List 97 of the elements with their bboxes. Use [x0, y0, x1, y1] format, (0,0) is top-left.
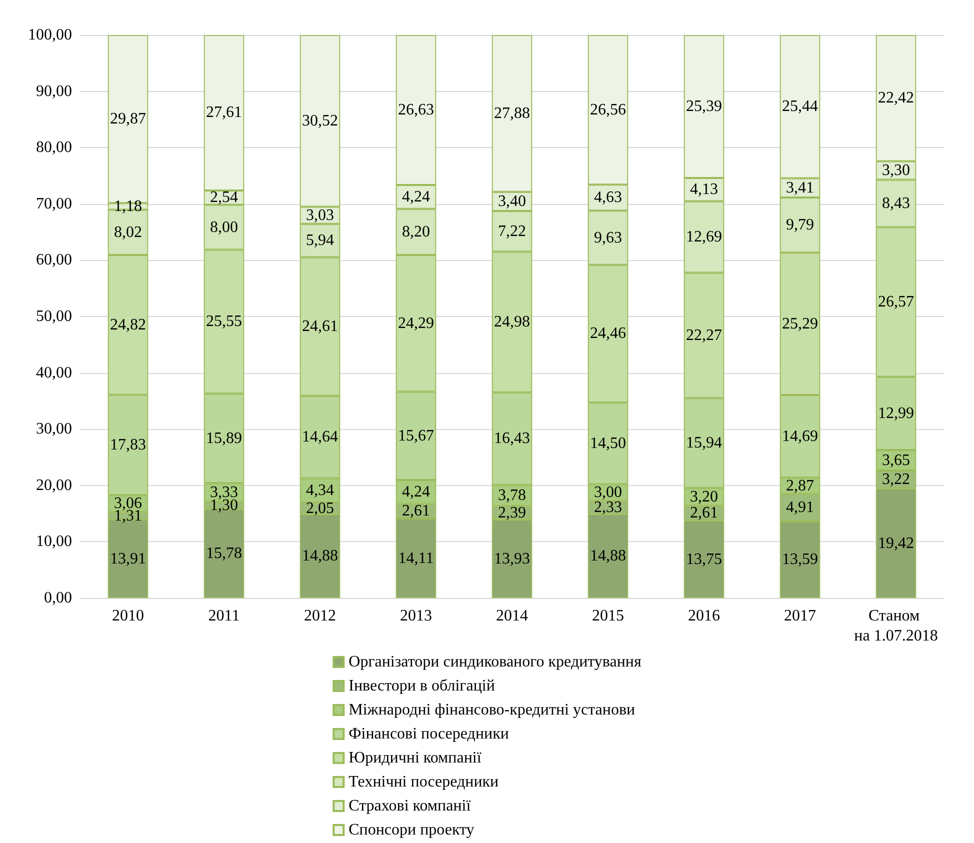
data-label: 3,22 [882, 471, 910, 488]
y-tick-label: 50,00 [36, 308, 72, 325]
data-label: 3,41 [786, 179, 814, 196]
legend-label: Спонсори проекту [348, 822, 474, 838]
data-label: 2,61 [690, 504, 718, 522]
data-label: 8,02 [114, 224, 142, 241]
data-label: 30,52 [302, 112, 338, 130]
data-label: 3,33 [210, 484, 238, 501]
data-label: 12,69 [686, 228, 722, 246]
data-label: 3,65 [882, 452, 910, 469]
data-label: 27,88 [494, 104, 530, 122]
data-label: 13,93 [494, 550, 530, 568]
y-tick-label: 40,00 [36, 364, 72, 382]
data-label: 24,82 [110, 316, 146, 334]
y-tick-label: 10,00 [36, 533, 72, 550]
data-label: 3,20 [690, 488, 718, 506]
x-tick-label: 2015 [592, 608, 624, 624]
data-label: 14,64 [302, 428, 338, 446]
data-label: 4,24 [402, 188, 430, 206]
data-label: 9,63 [594, 229, 622, 246]
data-label: 2,05 [306, 500, 334, 517]
data-label: 4,91 [786, 499, 814, 516]
data-label: 26,56 [590, 101, 626, 118]
data-label: 2,87 [786, 477, 814, 494]
y-tick-label: 100,00 [28, 26, 72, 44]
data-label: 3,78 [498, 486, 526, 504]
legend-label: Фінансові посередники [348, 726, 510, 742]
legend-label: Організатори синдикованого кредитування [348, 654, 642, 670]
data-label: 24,61 [302, 318, 338, 336]
data-label: 13,75 [686, 550, 722, 568]
data-label: 12,99 [878, 404, 914, 422]
data-label: 4,34 [306, 482, 334, 499]
y-tick-label: 0,00 [44, 590, 72, 606]
legend-label: Технічні посередники [348, 774, 500, 790]
x-tick-label: 2010 [112, 608, 144, 624]
x-tick-label: 2011 [208, 608, 240, 624]
legend-label: Інвестори в облігацій [348, 678, 496, 694]
data-label: 14,50 [590, 434, 626, 452]
legend-label: Юридичні компанії [348, 750, 482, 766]
data-label: 14,11 [398, 550, 434, 567]
data-label: 27,61 [206, 104, 242, 122]
y-tick-label: 80,00 [36, 139, 72, 156]
x-tick-label: Станом на 1.07.2018 [854, 608, 938, 644]
data-label: 25,39 [686, 98, 722, 116]
data-label: 2,61 [402, 502, 430, 520]
data-label: 3,40 [498, 192, 526, 210]
data-label: 5,94 [306, 232, 334, 250]
legend-label: Міжнародні фінансово-кредитні установи [348, 702, 636, 718]
data-label: 2,54 [210, 189, 238, 206]
y-tick-label: 70,00 [36, 195, 72, 212]
data-label: 29,87 [110, 110, 146, 128]
data-label: 9,79 [786, 216, 814, 234]
y-tick-label: 20,00 [36, 476, 72, 494]
data-label: 24,98 [494, 314, 530, 331]
data-label: 15,89 [206, 430, 242, 447]
data-label: 22,27 [686, 326, 722, 344]
data-label: 25,55 [206, 313, 242, 330]
data-label: 14,88 [302, 548, 338, 565]
data-label: 25,44 [782, 98, 818, 116]
data-label: 15,78 [206, 545, 242, 562]
data-label: 13,59 [782, 551, 818, 568]
data-label: 16,43 [494, 430, 530, 448]
data-label: 26,57 [878, 294, 914, 311]
data-label: 7,22 [498, 222, 526, 240]
y-tick-label: 90,00 [36, 82, 72, 100]
data-label: 8,00 [210, 218, 238, 236]
x-tick-label: 2017 [784, 608, 816, 624]
data-label: 14,88 [590, 548, 626, 565]
data-label: 25,29 [782, 315, 818, 332]
data-label: 15,94 [686, 434, 722, 452]
data-label: 4,63 [594, 189, 622, 206]
data-label: 24,46 [590, 325, 626, 342]
data-label: 2,33 [594, 499, 622, 516]
data-label: 22,42 [878, 90, 914, 107]
data-label: 4,13 [690, 181, 718, 198]
legend-label: Страхові компанії [348, 798, 472, 814]
data-label: 3,03 [306, 206, 334, 224]
data-label: 2,39 [498, 504, 526, 522]
data-label: 24,29 [398, 314, 434, 332]
data-label: 1,18 [114, 198, 142, 215]
data-label: 8,43 [882, 195, 910, 212]
data-label: 4,24 [402, 483, 430, 500]
data-label: 17,83 [110, 436, 146, 454]
data-label: 8,20 [402, 223, 430, 240]
x-tick-label: 2012 [304, 608, 336, 624]
data-label: 19,42 [878, 534, 914, 552]
data-label: 3,30 [882, 162, 910, 180]
x-tick-label: 2016 [688, 608, 720, 624]
x-tick-label: 2014 [496, 608, 528, 624]
y-tick-label: 30,00 [36, 420, 72, 438]
data-label: 14,69 [782, 428, 818, 445]
data-label: 13,91 [110, 550, 146, 568]
y-tick-label: 60,00 [36, 252, 72, 269]
x-tick-label: 2013 [400, 608, 432, 624]
data-label: 26,63 [398, 102, 434, 119]
data-label: 3,00 [594, 484, 622, 502]
data-label: 15,67 [398, 427, 434, 444]
